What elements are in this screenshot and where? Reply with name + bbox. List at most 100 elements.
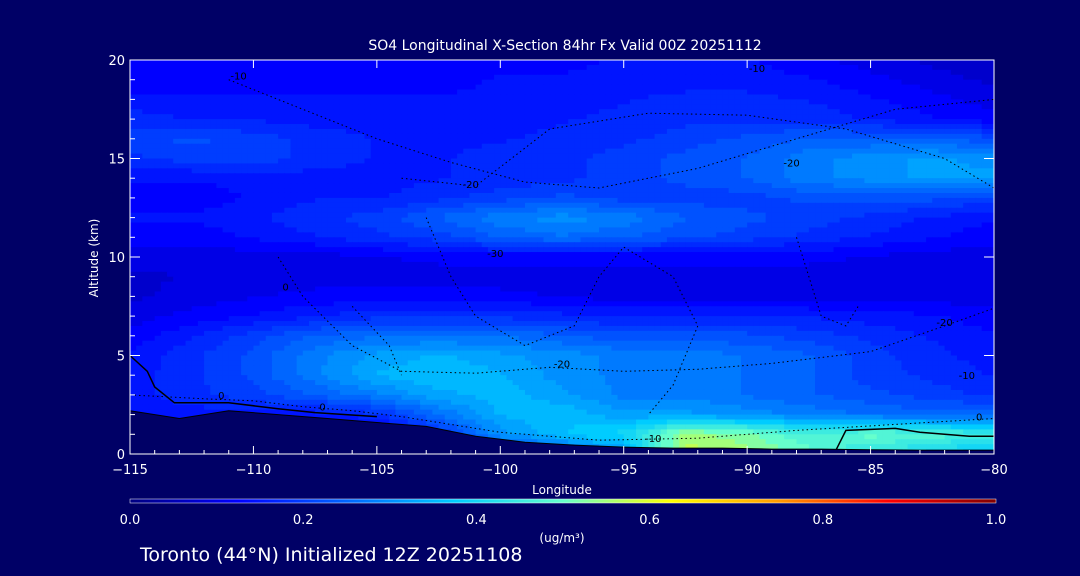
- heat-cell: [956, 89, 964, 96]
- heat-cell: [271, 138, 279, 145]
- heat-cell: [864, 99, 872, 105]
- heat-cell: [648, 64, 656, 71]
- heat-cell: [543, 124, 551, 130]
- heat-cell: [765, 153, 773, 160]
- heat-cell: [426, 94, 433, 100]
- heat-cell: [420, 222, 427, 229]
- heat-cell: [808, 192, 816, 199]
- heat-cell: [395, 69, 403, 76]
- heat-cell: [716, 183, 724, 189]
- heat-cell: [592, 188, 600, 194]
- heat-cell: [722, 207, 730, 214]
- heat-cell: [599, 188, 606, 194]
- heat-cell: [518, 212, 526, 219]
- heat-cell: [426, 79, 433, 86]
- heat-cell: [592, 222, 600, 229]
- heat-cell: [617, 188, 625, 194]
- heat-cell: [364, 89, 372, 96]
- heat-cell: [728, 168, 736, 174]
- heat-cell: [512, 192, 520, 199]
- heat-cell: [580, 84, 588, 91]
- heat-cell: [796, 114, 804, 120]
- heat-cell: [321, 94, 329, 100]
- heat-cell: [648, 109, 656, 115]
- heat-cell: [475, 217, 483, 224]
- heat-cell: [457, 99, 464, 105]
- heat-cell: [370, 163, 378, 169]
- heat-cell: [839, 128, 847, 135]
- heat-cell: [833, 128, 841, 135]
- heat-cell: [734, 183, 742, 189]
- heat-cell: [555, 227, 563, 233]
- heat-cell: [753, 178, 761, 184]
- heat-cell: [364, 94, 372, 100]
- heat-cell: [241, 143, 248, 150]
- heat-cell: [568, 178, 575, 184]
- heat-cell: [790, 222, 798, 229]
- heat-cell: [839, 74, 847, 81]
- heat-cell: [660, 89, 668, 96]
- heat-cell: [740, 217, 748, 224]
- heat-cell: [963, 64, 970, 71]
- heat-cell: [642, 163, 649, 169]
- heat-cell: [308, 124, 316, 130]
- heat-cell: [302, 212, 310, 219]
- heat-cell: [389, 202, 396, 209]
- heat-cell: [858, 64, 865, 71]
- heat-cell: [629, 202, 637, 209]
- heat-cell: [605, 94, 612, 100]
- heat-cell: [722, 89, 730, 96]
- heat-cell: [710, 94, 717, 100]
- heat-cell: [722, 109, 730, 115]
- heat-cell: [210, 232, 217, 238]
- heat-cell: [815, 94, 822, 100]
- heat-cell: [222, 109, 230, 115]
- heat-cell: [401, 232, 409, 238]
- heat-cell: [512, 197, 520, 204]
- heat-cell: [660, 60, 668, 66]
- heat-cell: [611, 94, 619, 100]
- heat-cell: [234, 89, 242, 96]
- heat-cell: [395, 138, 403, 145]
- heat-cell: [241, 232, 248, 238]
- heat-cell: [228, 183, 236, 189]
- heat-cell: [185, 104, 193, 110]
- heat-cell: [987, 64, 994, 71]
- heat-cell: [926, 188, 933, 194]
- heat-cell: [629, 173, 637, 179]
- heat-cell: [673, 74, 680, 81]
- heat-cell: [716, 69, 724, 76]
- heat-cell: [975, 143, 983, 150]
- heat-cell: [845, 69, 853, 76]
- heat-cell: [210, 207, 217, 214]
- heat-cell: [346, 143, 353, 150]
- heat-cell: [703, 124, 711, 130]
- heat-cell: [278, 79, 285, 86]
- heat-cell: [259, 74, 267, 81]
- heat-cell: [142, 60, 150, 66]
- heat-cell: [802, 124, 810, 130]
- heat-cell: [722, 104, 730, 110]
- heat-cell: [136, 178, 143, 184]
- heat-cell: [438, 79, 446, 86]
- heat-cell: [790, 143, 798, 150]
- heat-cell: [253, 173, 261, 179]
- heat-cell: [185, 207, 193, 214]
- heat-cell: [253, 104, 261, 110]
- heat-cell: [907, 124, 915, 130]
- heat-cell: [444, 69, 452, 76]
- heat-cell: [882, 217, 890, 224]
- heat-cell: [747, 178, 754, 184]
- heat-cell: [500, 74, 508, 81]
- heat-cell: [364, 202, 372, 209]
- heat-cell: [389, 128, 396, 135]
- heat-cell: [216, 153, 224, 160]
- heat-cell: [407, 173, 415, 179]
- heat-cell: [580, 138, 588, 145]
- heat-cell: [457, 114, 464, 120]
- heat-cell: [938, 168, 946, 174]
- heat-cell: [432, 124, 440, 130]
- heat-cell: [395, 133, 403, 140]
- heat-cell: [228, 119, 236, 125]
- heat-cell: [346, 222, 353, 229]
